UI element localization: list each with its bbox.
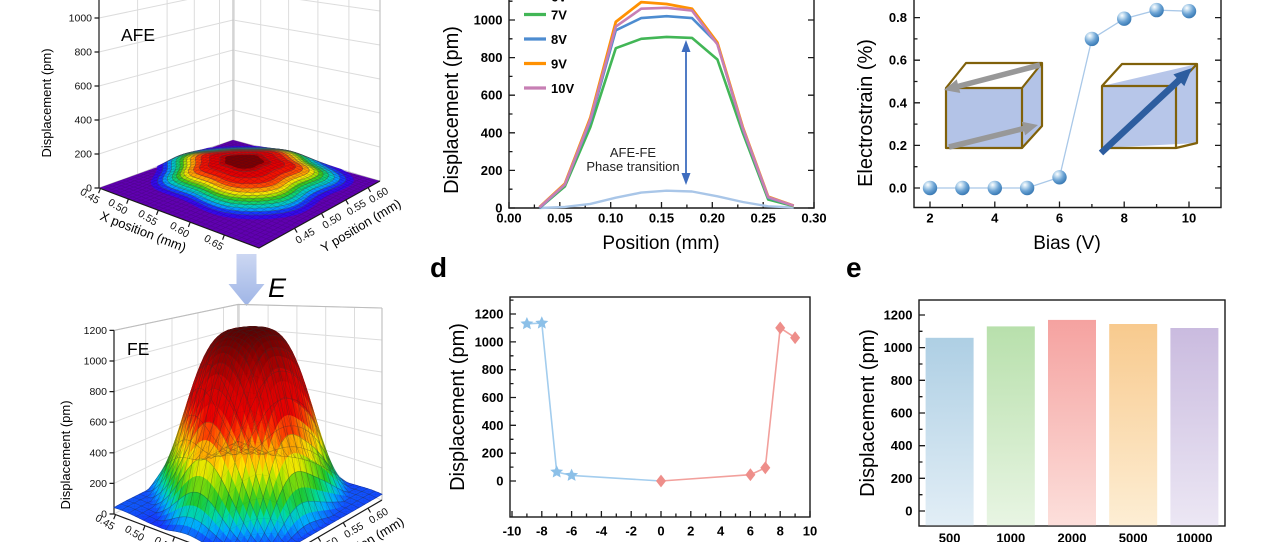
svg-text:4: 4 bbox=[991, 211, 999, 226]
svg-text:400: 400 bbox=[481, 125, 503, 140]
svg-text:E: E bbox=[268, 273, 287, 303]
svg-text:e: e bbox=[846, 252, 862, 283]
svg-text:4: 4 bbox=[717, 524, 725, 539]
svg-text:2: 2 bbox=[926, 211, 933, 226]
svg-text:0.00: 0.00 bbox=[496, 211, 521, 226]
svg-text:1000: 1000 bbox=[474, 13, 503, 28]
svg-text:5000: 5000 bbox=[1119, 531, 1148, 542]
svg-text:1200: 1200 bbox=[84, 325, 108, 337]
svg-text:-2: -2 bbox=[625, 524, 637, 539]
svg-text:Bias (V): Bias (V) bbox=[1033, 233, 1101, 254]
svg-text:6: 6 bbox=[747, 524, 754, 539]
svg-text:0.05: 0.05 bbox=[547, 211, 572, 226]
svg-text:200: 200 bbox=[481, 163, 503, 178]
svg-text:Displacement (pm): Displacement (pm) bbox=[58, 400, 73, 509]
svg-text:600: 600 bbox=[891, 406, 913, 421]
svg-text:-6: -6 bbox=[566, 524, 578, 539]
svg-text:0: 0 bbox=[101, 509, 107, 521]
svg-text:d: d bbox=[430, 252, 447, 283]
svg-text:500: 500 bbox=[939, 531, 961, 542]
svg-text:2000: 2000 bbox=[1058, 531, 1087, 542]
svg-text:8: 8 bbox=[1121, 211, 1128, 226]
svg-text:600: 600 bbox=[74, 81, 92, 93]
svg-text:0.4: 0.4 bbox=[889, 95, 908, 110]
svg-text:9V: 9V bbox=[551, 56, 567, 71]
svg-text:0.15: 0.15 bbox=[649, 211, 674, 226]
svg-text:200: 200 bbox=[482, 446, 504, 461]
svg-text:Displacement (pm): Displacement (pm) bbox=[857, 329, 879, 497]
svg-text:200: 200 bbox=[89, 478, 107, 490]
svg-text:10V: 10V bbox=[551, 81, 574, 96]
svg-text:0.30: 0.30 bbox=[801, 211, 826, 226]
svg-text:600: 600 bbox=[482, 390, 504, 405]
svg-text:400: 400 bbox=[74, 115, 92, 127]
svg-text:600: 600 bbox=[89, 417, 107, 429]
svg-text:0: 0 bbox=[495, 201, 502, 216]
svg-text:400: 400 bbox=[89, 447, 107, 459]
svg-text:200: 200 bbox=[74, 149, 92, 161]
svg-text:1000: 1000 bbox=[84, 356, 108, 368]
svg-text:-10: -10 bbox=[503, 524, 522, 539]
svg-text:7V: 7V bbox=[551, 7, 567, 22]
svg-text:1000: 1000 bbox=[475, 334, 504, 349]
svg-text:Displacement (pm): Displacement (pm) bbox=[39, 48, 54, 157]
svg-text:800: 800 bbox=[89, 386, 107, 398]
svg-text:0.0: 0.0 bbox=[889, 181, 907, 196]
svg-text:-4: -4 bbox=[596, 524, 608, 539]
svg-text:Position (mm): Position (mm) bbox=[602, 233, 719, 254]
svg-text:FE: FE bbox=[127, 339, 149, 359]
svg-text:0.50: 0.50 bbox=[317, 535, 341, 542]
svg-text:10: 10 bbox=[803, 524, 817, 539]
svg-text:AFE: AFE bbox=[121, 25, 155, 45]
svg-text:0.25: 0.25 bbox=[751, 211, 776, 226]
svg-text:10: 10 bbox=[1182, 211, 1196, 226]
svg-text:0: 0 bbox=[496, 474, 503, 489]
svg-text:8: 8 bbox=[777, 524, 784, 539]
svg-text:800: 800 bbox=[481, 50, 503, 65]
svg-text:6V: 6V bbox=[551, 0, 567, 5]
svg-text:800: 800 bbox=[482, 362, 504, 377]
svg-text:0.55: 0.55 bbox=[152, 534, 176, 542]
svg-text:800: 800 bbox=[74, 47, 92, 59]
svg-text:0.10: 0.10 bbox=[598, 211, 623, 226]
svg-text:0.2: 0.2 bbox=[889, 138, 907, 153]
svg-text:0: 0 bbox=[657, 524, 664, 539]
svg-text:8V: 8V bbox=[551, 32, 567, 47]
svg-text:1000: 1000 bbox=[996, 531, 1025, 542]
svg-text:Phase transition: Phase transition bbox=[586, 159, 679, 174]
svg-text:1200: 1200 bbox=[475, 307, 504, 322]
svg-text:2: 2 bbox=[687, 524, 694, 539]
svg-text:AFE-FE: AFE-FE bbox=[610, 145, 657, 160]
svg-text:Electrostrain (%): Electrostrain (%) bbox=[855, 39, 877, 187]
svg-text:1000: 1000 bbox=[884, 340, 913, 355]
svg-text:400: 400 bbox=[891, 438, 913, 453]
svg-text:0: 0 bbox=[86, 183, 92, 195]
svg-text:200: 200 bbox=[891, 471, 913, 486]
svg-text:Displacement (pm): Displacement (pm) bbox=[447, 323, 469, 491]
svg-text:1200: 1200 bbox=[884, 308, 913, 323]
svg-text:-8: -8 bbox=[536, 524, 548, 539]
svg-text:0: 0 bbox=[905, 504, 912, 519]
svg-text:6: 6 bbox=[1056, 211, 1063, 226]
svg-text:400: 400 bbox=[482, 418, 504, 433]
svg-text:10000: 10000 bbox=[1176, 531, 1212, 542]
svg-text:800: 800 bbox=[891, 373, 913, 388]
svg-text:Displacement (pm): Displacement (pm) bbox=[441, 26, 463, 194]
svg-text:0.8: 0.8 bbox=[889, 10, 907, 25]
svg-text:600: 600 bbox=[481, 88, 503, 103]
svg-text:0.6: 0.6 bbox=[889, 53, 907, 68]
svg-text:0.20: 0.20 bbox=[700, 211, 725, 226]
svg-text:1000: 1000 bbox=[69, 13, 93, 25]
